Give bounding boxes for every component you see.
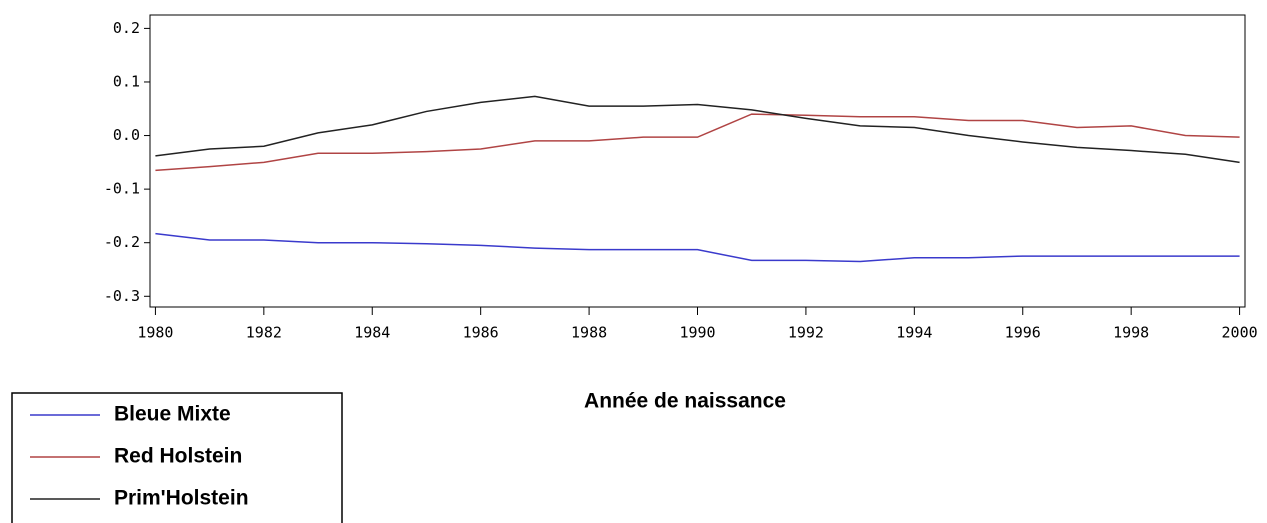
legend-label: Red Holstein (114, 445, 242, 468)
series-line (155, 113, 1240, 172)
plot-frame (149, 14, 1246, 308)
legend-label: Bleue Mixte (114, 403, 231, 426)
x-axis-title: Année de naissance (584, 390, 786, 413)
x-tick-label: 1998 (1113, 324, 1149, 342)
series-line (155, 232, 1240, 263)
x-tick-label: 1990 (679, 324, 715, 342)
x-tick-label: 1996 (1005, 324, 1041, 342)
x-tick-label: 1988 (571, 324, 607, 342)
y-tick-label: -0.1 (104, 180, 140, 198)
y-tick-label: 0.1 (113, 72, 140, 90)
x-tick-label: 1986 (463, 324, 499, 342)
x-tick-label: 1984 (354, 324, 390, 342)
x-tick-label: 1992 (788, 324, 824, 342)
y-tick-label: 0.2 (113, 19, 140, 37)
y-tick-label: -0.3 (104, 287, 140, 305)
x-tick-label: 2000 (1222, 324, 1258, 342)
legend-label: Prim'Holstein (114, 487, 249, 510)
x-tick-label: 1994 (896, 324, 932, 342)
x-tick-label: 1980 (137, 324, 173, 342)
y-tick-label: 0.0 (113, 126, 140, 144)
series-line (155, 95, 1240, 164)
x-tick-label: 1982 (246, 324, 282, 342)
y-tick-label: -0.2 (104, 233, 140, 251)
